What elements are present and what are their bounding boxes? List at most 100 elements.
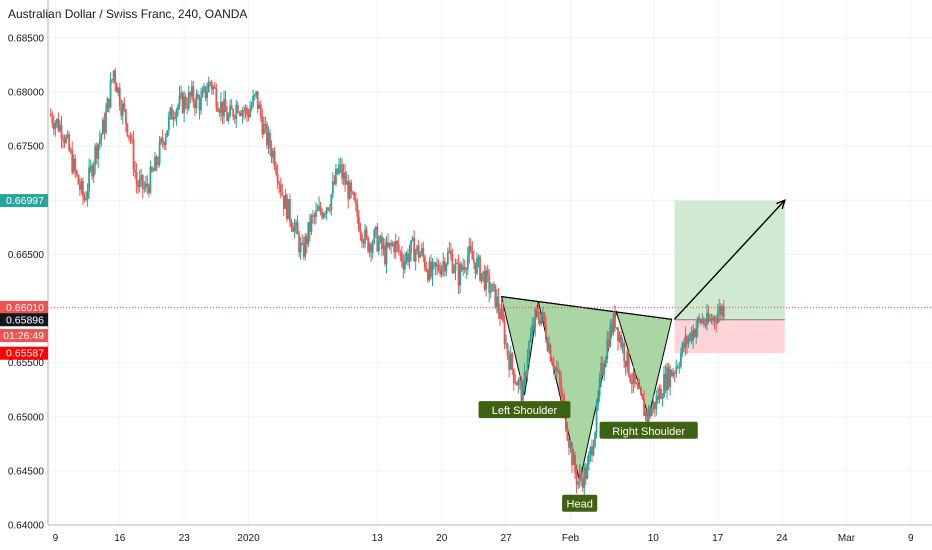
- candle: [503, 315, 506, 350]
- candle-body: [643, 399, 645, 417]
- candle: [414, 248, 417, 271]
- candle-body: [508, 356, 511, 370]
- candle: [305, 233, 308, 254]
- candle-body: [425, 267, 428, 272]
- candle: [388, 242, 391, 250]
- candle-body: [402, 262, 405, 270]
- candle: [223, 90, 225, 124]
- candle: [365, 226, 368, 241]
- candle-body: [258, 104, 261, 109]
- candle-body: [569, 443, 572, 448]
- candle-body: [655, 396, 658, 409]
- candle: [420, 243, 423, 257]
- candle-body: [675, 366, 678, 374]
- candle: [701, 313, 704, 325]
- candle: [557, 361, 560, 374]
- candle-body: [310, 215, 313, 232]
- candle: [75, 169, 78, 178]
- candle: [652, 394, 655, 414]
- candle: [460, 262, 463, 272]
- candle: [51, 111, 54, 129]
- candle-body: [509, 353, 512, 370]
- candle-body: [140, 175, 143, 179]
- candle-body: [132, 139, 135, 170]
- candle-body: [312, 215, 314, 217]
- candle: [368, 241, 371, 258]
- candle: [52, 114, 55, 135]
- candle: [391, 240, 394, 247]
- candle-body: [603, 366, 606, 373]
- candle: [649, 405, 652, 419]
- candle: [151, 165, 153, 173]
- candle-body: [411, 237, 414, 241]
- candle-body: [637, 383, 639, 389]
- price-tag-text: 0.65896: [6, 314, 44, 326]
- candle: [407, 248, 409, 267]
- candle: [210, 79, 213, 95]
- candle-body: [220, 101, 222, 113]
- candle: [450, 242, 452, 261]
- candle: [518, 374, 521, 390]
- candle-body: [368, 244, 371, 252]
- candle: [54, 120, 57, 137]
- candle: [295, 219, 297, 235]
- candle-body: [374, 226, 377, 231]
- candle: [236, 101, 239, 114]
- candle-body: [594, 432, 596, 446]
- candle: [633, 372, 636, 388]
- candle: [440, 265, 443, 278]
- candle-body: [577, 482, 580, 485]
- candle: [358, 210, 360, 233]
- candle-body: [715, 320, 718, 324]
- candle-body: [591, 447, 593, 456]
- candle-body: [146, 183, 149, 188]
- candle-body: [301, 242, 304, 244]
- candle: [719, 302, 722, 321]
- candle-body: [78, 184, 81, 190]
- candle: [609, 318, 612, 348]
- candle-body: [178, 95, 181, 106]
- candle: [243, 105, 245, 120]
- candle: [618, 331, 621, 344]
- candle-body: [379, 236, 382, 242]
- candle: [712, 314, 714, 326]
- candle: [656, 386, 659, 404]
- candle: [91, 162, 94, 180]
- candle: [580, 466, 583, 487]
- candle-body: [144, 183, 147, 188]
- candle: [123, 97, 126, 113]
- candle-body: [390, 242, 393, 246]
- candle: [298, 231, 301, 258]
- candle-body: [495, 296, 498, 308]
- candle: [551, 358, 553, 366]
- candle-body: [626, 351, 629, 368]
- candle: [330, 193, 333, 216]
- candle-body: [270, 148, 273, 158]
- candle-body: [664, 373, 667, 391]
- candle: [606, 330, 609, 364]
- candle-body: [555, 367, 558, 372]
- candle: [203, 83, 205, 93]
- candle: [92, 161, 95, 184]
- candle-body: [407, 253, 409, 263]
- candle-body: [385, 242, 388, 264]
- candle-body: [646, 411, 649, 423]
- candle-body: [66, 134, 69, 137]
- candle: [160, 136, 163, 146]
- candle: [307, 221, 310, 248]
- candle: [621, 337, 624, 354]
- candle: [281, 183, 284, 197]
- candle: [97, 143, 100, 169]
- candle: [333, 175, 336, 186]
- candle: [238, 111, 241, 117]
- candle: [538, 310, 541, 327]
- candle: [155, 155, 158, 172]
- candle: [512, 368, 515, 391]
- candle: [644, 409, 647, 421]
- x-tick-label: 2020: [237, 533, 260, 544]
- candle-body: [276, 173, 279, 184]
- candle: [114, 67, 117, 92]
- price-tag-text: 0.66997: [6, 195, 44, 207]
- candle: [382, 237, 385, 256]
